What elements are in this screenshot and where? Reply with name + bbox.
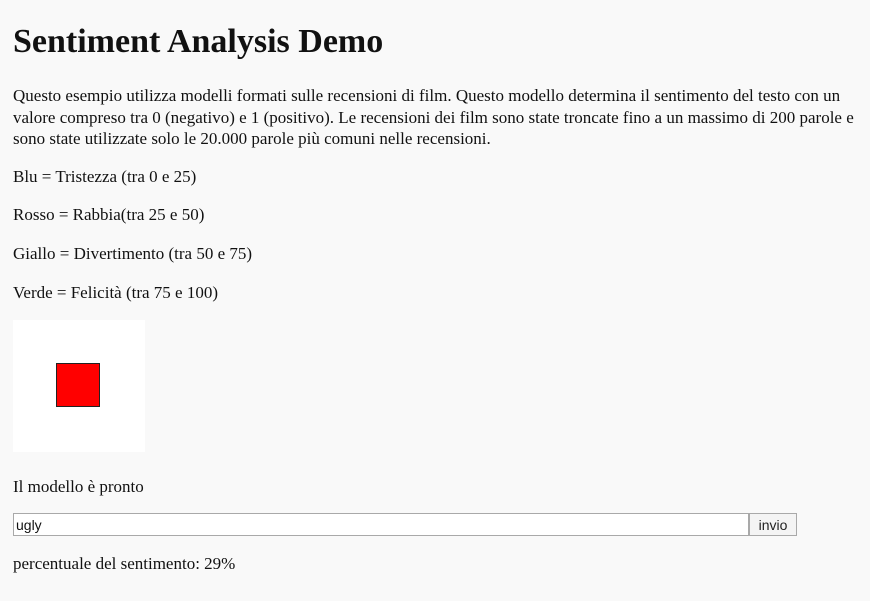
- model-status: Il modello è pronto: [13, 477, 144, 496]
- review-text-input[interactable]: [13, 513, 749, 536]
- page-title: Sentiment Analysis Demo: [13, 23, 384, 60]
- submit-button[interactable]: invio: [749, 513, 797, 536]
- sentiment-color-square: [56, 363, 100, 407]
- legend-yellow: Giallo = Divertimento (tra 50 e 75): [13, 244, 253, 263]
- legend-red: Rosso = Rabbia(tra 25 e 50): [13, 205, 205, 224]
- intro-text: Questo esempio utilizza modelli formati …: [13, 86, 854, 148]
- legend-green: Verde = Felicità (tra 75 e 100): [13, 283, 219, 302]
- sentiment-canvas: [13, 320, 145, 452]
- sentiment-result: percentuale del sentimento: 29%: [13, 554, 236, 573]
- legend-blue: Blu = Tristezza (tra 0 e 25): [13, 167, 197, 186]
- input-row: invio: [13, 513, 797, 536]
